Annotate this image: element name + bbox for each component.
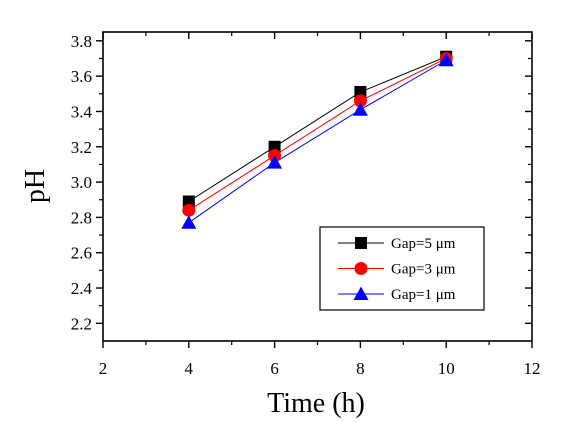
y-axis-label: pH [20, 169, 51, 203]
data-point-series-3 [267, 155, 283, 169]
data-point-series-1 [354, 86, 367, 99]
x-tick-label: 6 [270, 359, 279, 378]
data-point-series-2 [182, 203, 196, 217]
data-point-series-2 [353, 94, 367, 108]
legend-label: Gap=3 μm [391, 262, 456, 278]
legend-label: Gap=5 μm [391, 236, 456, 252]
y-tick-label: 2.2 [71, 314, 92, 333]
data-point-series-1 [182, 195, 195, 208]
x-tick-label: 12 [524, 359, 541, 378]
y-tick-label: 3.8 [71, 32, 92, 51]
data-point-series-3 [352, 102, 368, 116]
series-line-1 [188, 56, 447, 202]
x-axis-label: Time (h) [267, 388, 365, 419]
legend-label: Gap=1 μm [391, 287, 456, 303]
series-line-3 [188, 59, 447, 224]
y-tick-label: 2.6 [71, 244, 92, 263]
data-point-series-1 [268, 140, 281, 153]
data-point-series-3 [181, 215, 197, 229]
x-tick-label: 2 [99, 359, 108, 378]
legend-marker [355, 237, 367, 249]
legend-marker [353, 286, 369, 300]
y-tick-label: 2.4 [71, 279, 93, 298]
x-tick-label: 8 [356, 359, 365, 378]
y-tick-label: 3.2 [71, 138, 92, 157]
series-line-2 [188, 58, 447, 211]
x-tick-label: 4 [185, 359, 194, 378]
data-point-series-3 [438, 52, 454, 67]
legend-marker [354, 262, 368, 275]
y-tick-label: 3.0 [71, 173, 92, 192]
y-tick-label: 3.4 [71, 102, 93, 121]
y-tick-label: 2.8 [71, 208, 92, 227]
x-tick-label: 10 [438, 359, 455, 378]
y-tick-label: 3.6 [71, 67, 92, 86]
